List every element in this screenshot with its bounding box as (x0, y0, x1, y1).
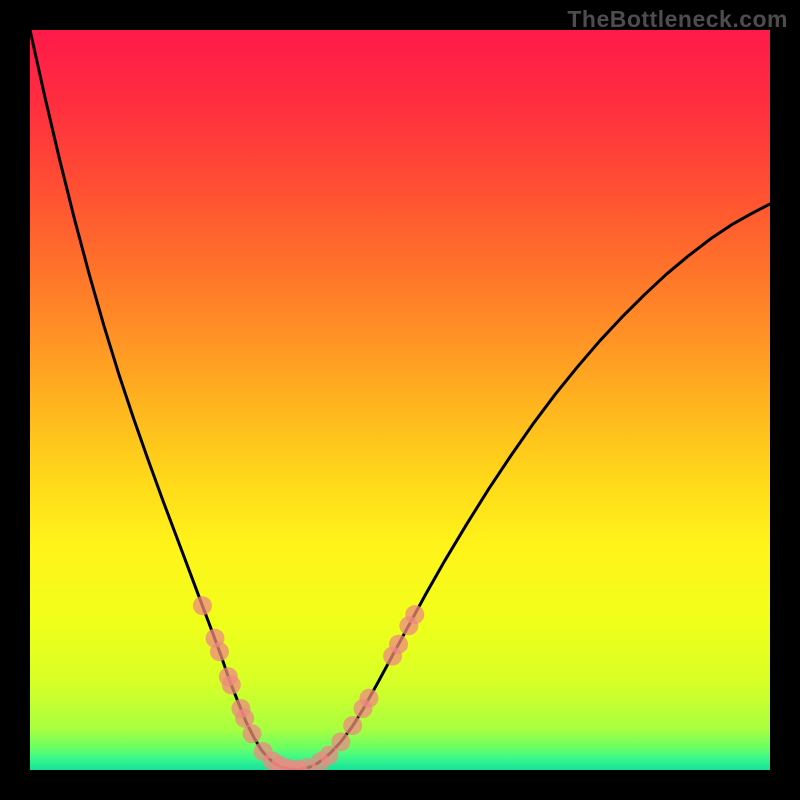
watermark-text: TheBottleneck.com (567, 6, 788, 33)
bottleneck-curve-svg (30, 30, 770, 770)
data-marker (222, 675, 241, 694)
chart-canvas: TheBottleneck.com (0, 0, 800, 800)
data-marker (343, 716, 362, 735)
data-marker (389, 635, 408, 654)
data-marker (210, 642, 229, 661)
data-marker (331, 732, 350, 751)
data-marker (193, 596, 212, 615)
data-marker (405, 605, 424, 624)
plot-area (30, 30, 770, 770)
data-marker (243, 724, 262, 743)
data-marker (359, 689, 378, 708)
